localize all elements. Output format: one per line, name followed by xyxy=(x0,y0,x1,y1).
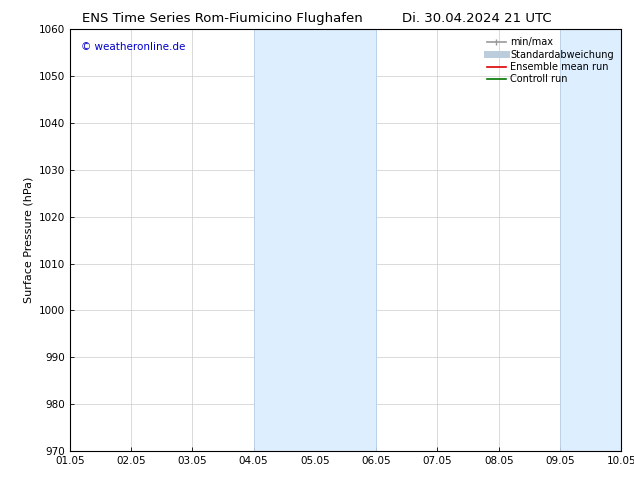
Text: ENS Time Series Rom-Fiumicino Flughafen: ENS Time Series Rom-Fiumicino Flughafen xyxy=(82,12,363,25)
Text: Di. 30.04.2024 21 UTC: Di. 30.04.2024 21 UTC xyxy=(402,12,552,25)
Y-axis label: Surface Pressure (hPa): Surface Pressure (hPa) xyxy=(23,177,33,303)
Text: © weatheronline.de: © weatheronline.de xyxy=(81,42,185,52)
Legend: min/max, Standardabweichung, Ensemble mean run, Controll run: min/max, Standardabweichung, Ensemble me… xyxy=(484,34,616,87)
Bar xyxy=(254,29,376,451)
Bar xyxy=(560,29,621,451)
